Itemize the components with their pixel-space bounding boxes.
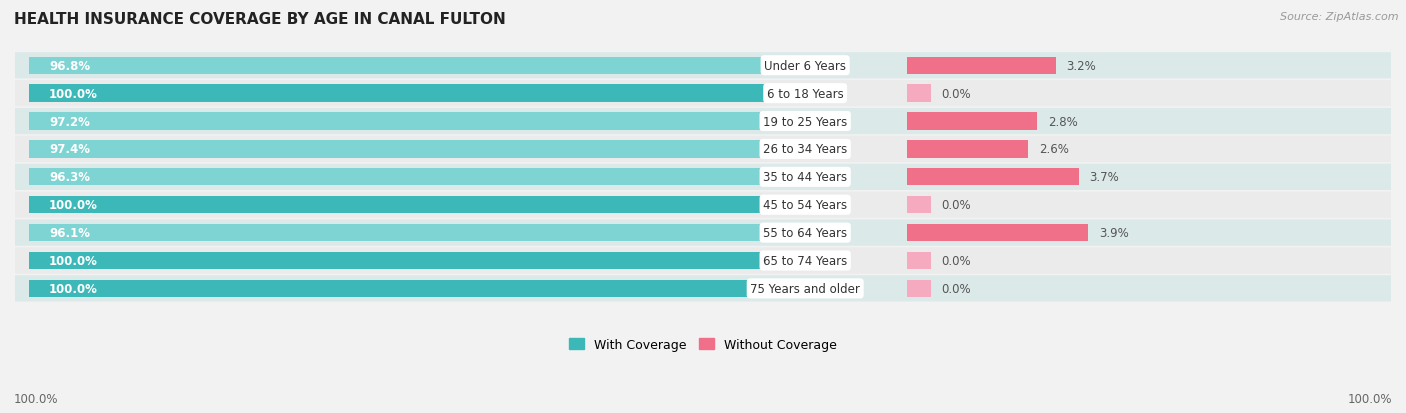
Bar xyxy=(28,252,806,270)
Text: 45 to 54 Years: 45 to 54 Years xyxy=(763,199,848,212)
Text: 96.8%: 96.8% xyxy=(49,59,90,73)
Bar xyxy=(907,85,931,102)
Bar xyxy=(28,224,775,242)
Text: 0.0%: 0.0% xyxy=(942,254,972,267)
FancyBboxPatch shape xyxy=(15,53,1405,79)
Text: 35 to 44 Years: 35 to 44 Years xyxy=(763,171,848,184)
Bar xyxy=(907,197,931,214)
Bar xyxy=(28,280,806,297)
Text: 100.0%: 100.0% xyxy=(14,392,59,405)
FancyBboxPatch shape xyxy=(15,136,1405,163)
FancyBboxPatch shape xyxy=(15,248,1405,274)
Text: 0.0%: 0.0% xyxy=(942,282,972,295)
Text: 19 to 25 Years: 19 to 25 Years xyxy=(763,115,848,128)
FancyBboxPatch shape xyxy=(15,109,1405,135)
FancyBboxPatch shape xyxy=(15,220,1405,246)
Text: 97.4%: 97.4% xyxy=(49,143,90,156)
Text: HEALTH INSURANCE COVERAGE BY AGE IN CANAL FULTON: HEALTH INSURANCE COVERAGE BY AGE IN CANA… xyxy=(14,12,506,27)
Text: 2.8%: 2.8% xyxy=(1047,115,1078,128)
Text: 26 to 34 Years: 26 to 34 Years xyxy=(763,143,848,156)
Bar xyxy=(907,169,1078,186)
Text: 65 to 74 Years: 65 to 74 Years xyxy=(763,254,848,267)
Text: 100.0%: 100.0% xyxy=(49,282,98,295)
Text: Under 6 Years: Under 6 Years xyxy=(765,59,846,73)
Bar xyxy=(28,85,806,102)
Bar xyxy=(907,252,931,270)
Bar xyxy=(907,224,1088,242)
FancyBboxPatch shape xyxy=(15,275,1405,302)
Bar xyxy=(28,197,806,214)
Bar xyxy=(907,57,1056,75)
FancyBboxPatch shape xyxy=(15,192,1405,218)
Text: 3.9%: 3.9% xyxy=(1099,227,1129,240)
Bar xyxy=(28,141,785,158)
Text: 3.7%: 3.7% xyxy=(1090,171,1119,184)
Text: 6 to 18 Years: 6 to 18 Years xyxy=(766,88,844,100)
Text: 96.1%: 96.1% xyxy=(49,227,90,240)
Text: 2.6%: 2.6% xyxy=(1039,143,1069,156)
Text: 55 to 64 Years: 55 to 64 Years xyxy=(763,227,848,240)
Text: 100.0%: 100.0% xyxy=(1347,392,1392,405)
Text: 75 Years and older: 75 Years and older xyxy=(751,282,860,295)
Text: 96.3%: 96.3% xyxy=(49,171,90,184)
Bar xyxy=(28,169,776,186)
Text: 3.2%: 3.2% xyxy=(1067,59,1097,73)
Bar xyxy=(28,113,783,131)
Text: 100.0%: 100.0% xyxy=(49,254,98,267)
Legend: With Coverage, Without Coverage: With Coverage, Without Coverage xyxy=(564,333,842,356)
Text: 0.0%: 0.0% xyxy=(942,199,972,212)
Bar xyxy=(907,141,1028,158)
Bar xyxy=(28,57,780,75)
Text: 0.0%: 0.0% xyxy=(942,88,972,100)
Bar xyxy=(907,113,1038,131)
Text: 97.2%: 97.2% xyxy=(49,115,90,128)
FancyBboxPatch shape xyxy=(15,164,1405,190)
FancyBboxPatch shape xyxy=(15,81,1405,107)
Text: Source: ZipAtlas.com: Source: ZipAtlas.com xyxy=(1281,12,1399,22)
Text: 100.0%: 100.0% xyxy=(49,88,98,100)
Text: 100.0%: 100.0% xyxy=(49,199,98,212)
Bar xyxy=(907,280,931,297)
